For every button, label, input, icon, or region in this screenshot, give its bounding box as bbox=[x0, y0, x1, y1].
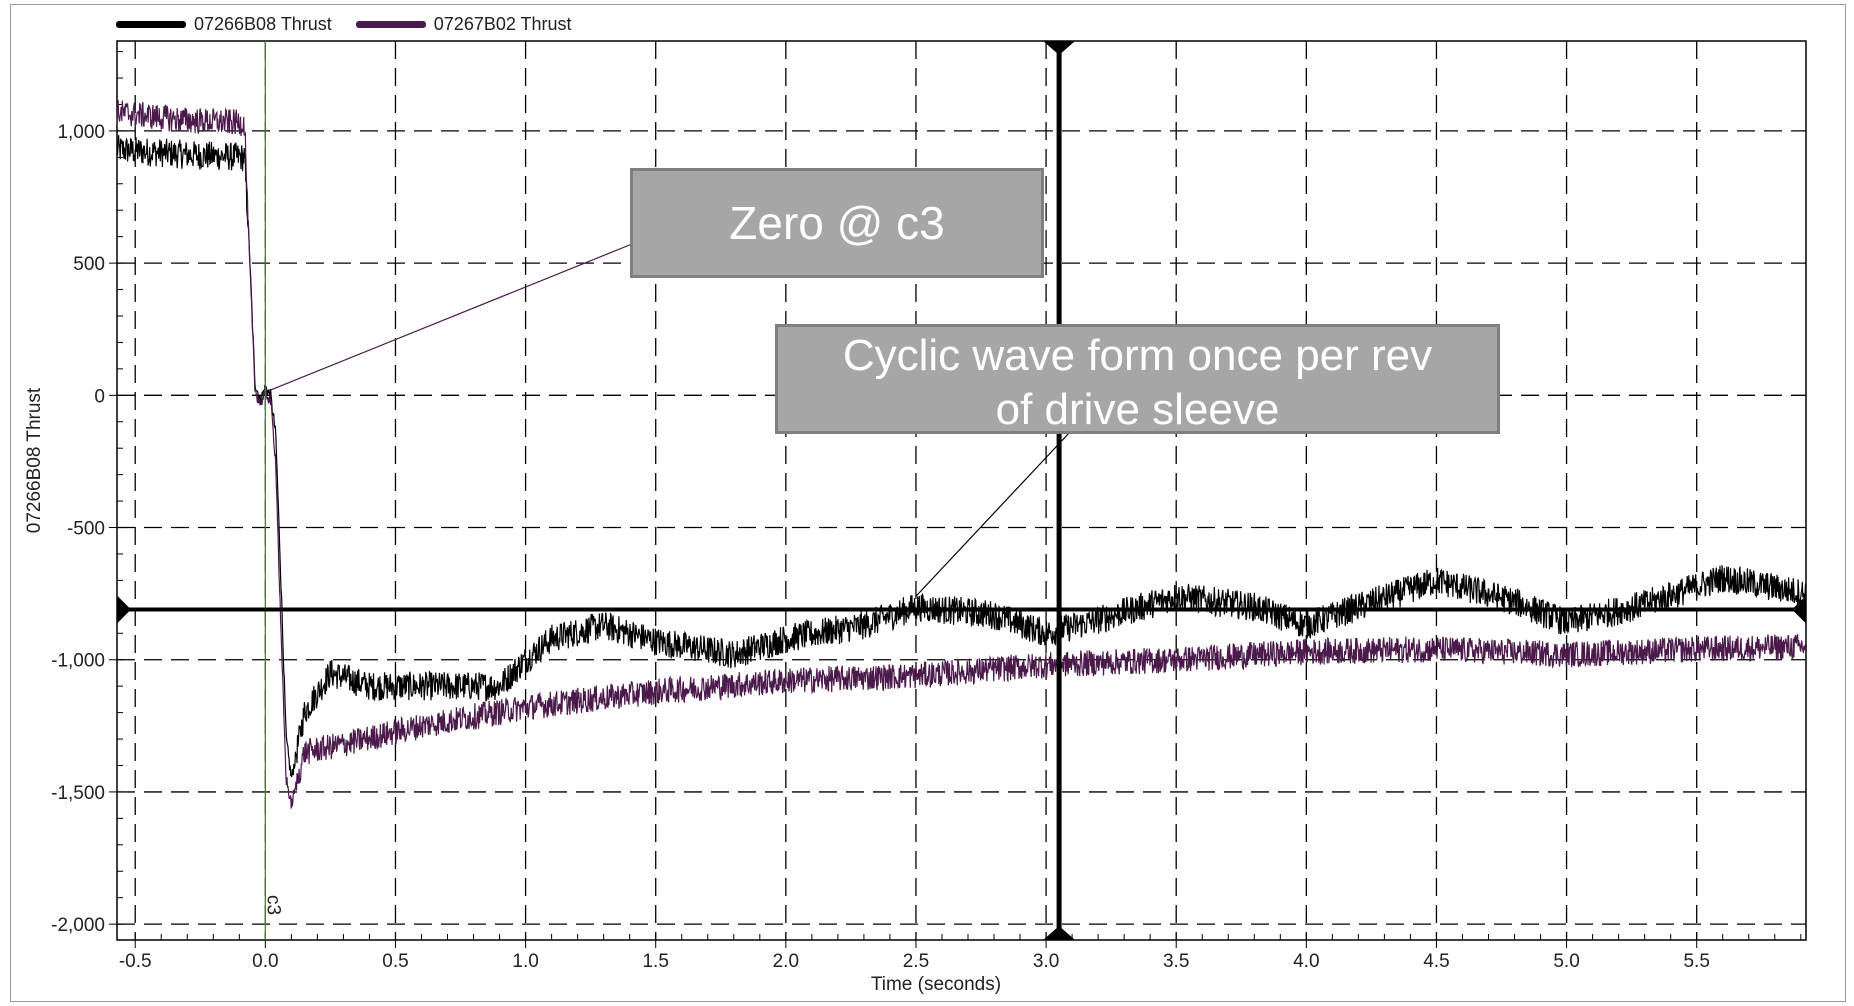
horizontal-cursor-right-handle bbox=[1792, 595, 1806, 624]
cursor-c3-label: c3 bbox=[262, 895, 283, 915]
callout-cyclic-line-1: Cyclic wave form once per rev bbox=[842, 331, 1433, 380]
legend-swatch-series-1 bbox=[116, 21, 186, 28]
plot-area-border bbox=[116, 40, 1807, 941]
x-tick-label: 5.0 bbox=[1553, 951, 1579, 972]
x-tick-label: 0.0 bbox=[252, 951, 278, 972]
y-tick-label: 0 bbox=[94, 386, 105, 407]
callout-zero-at-c3: Zero @ c3 bbox=[630, 168, 1044, 278]
vertical-cursor-top-handle bbox=[1043, 41, 1076, 55]
y-tick-label: 500 bbox=[73, 254, 105, 275]
callout-cyclic-wave: Cyclic wave form once per rev of drive s… bbox=[775, 324, 1500, 434]
legend-label-series-2: 07267B02 Thrust bbox=[433, 14, 572, 34]
legend-item-series-1[interactable]: 07266B08 Thrust bbox=[116, 14, 332, 35]
x-tick-label: 5.5 bbox=[1683, 951, 1709, 972]
x-tick-label: 2.5 bbox=[903, 951, 929, 972]
callout-zero-leader-line bbox=[270, 243, 633, 391]
x-tick-label: 2.0 bbox=[773, 951, 799, 972]
legend-item-series-2[interactable]: 07267B02 Thrust bbox=[355, 14, 572, 35]
y-tick-label: -1,500 bbox=[51, 783, 105, 804]
x-tick-label: 4.0 bbox=[1293, 951, 1319, 972]
legend-swatch-series-2 bbox=[355, 21, 426, 28]
y-axis-label: 07266B08 Thrust bbox=[24, 387, 45, 533]
y-tick-label: -500 bbox=[67, 519, 105, 540]
callout-zero-text: Zero @ c3 bbox=[729, 197, 945, 249]
horizontal-cursor-left-handle bbox=[117, 595, 131, 624]
legend: 07266B08 Thrust 07267B02 Thrust bbox=[116, 14, 572, 35]
x-axis-label: Time (seconds) bbox=[871, 974, 1001, 995]
x-tick-label: 1.0 bbox=[512, 951, 538, 972]
x-tick-label: -0.5 bbox=[119, 951, 152, 972]
y-tick-label: -2,000 bbox=[51, 915, 105, 936]
callout-cyclic-line-2: of drive sleeve bbox=[995, 385, 1280, 434]
x-tick-label: 3.5 bbox=[1163, 951, 1189, 972]
x-tick-label: 3.0 bbox=[1033, 951, 1059, 972]
y-tick-label: -1,000 bbox=[51, 651, 105, 672]
x-tick-label: 1.5 bbox=[642, 951, 668, 972]
x-tick-label: 0.5 bbox=[382, 951, 408, 972]
chart-frame bbox=[10, 4, 1846, 1002]
series-line-2 bbox=[116, 100, 1807, 809]
x-tick-label: 4.5 bbox=[1423, 951, 1449, 972]
vertical-cursor-bottom-handle bbox=[1043, 926, 1076, 940]
y-tick-label: 1,000 bbox=[57, 122, 105, 143]
callout-cyclic-leader-line bbox=[915, 431, 1071, 597]
legend-label-series-1: 07266B08 Thrust bbox=[194, 14, 332, 34]
